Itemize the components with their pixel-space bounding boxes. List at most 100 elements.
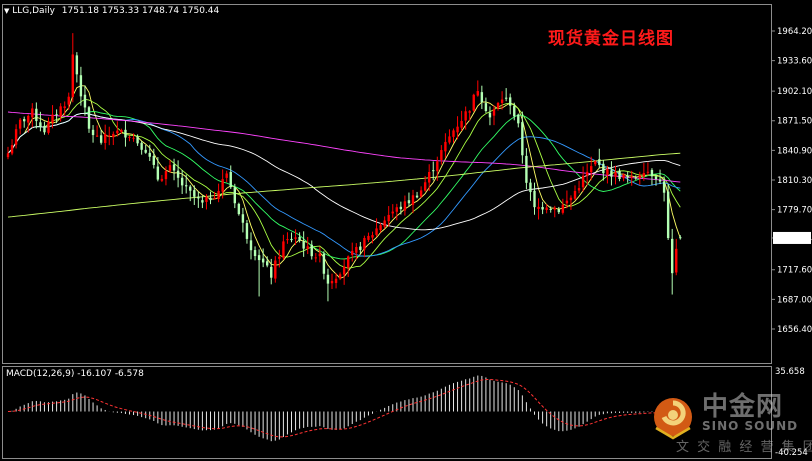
candle xyxy=(164,166,168,186)
candle-body xyxy=(27,115,30,123)
candle-body xyxy=(359,246,362,250)
candle xyxy=(306,236,309,255)
main-pane xyxy=(2,4,772,364)
candle-body xyxy=(658,179,662,182)
candle xyxy=(618,168,621,182)
candle xyxy=(152,148,155,169)
candle xyxy=(379,222,382,233)
candle-body xyxy=(124,129,127,138)
candle xyxy=(225,170,228,183)
ma-20-line xyxy=(7,111,681,260)
candle-body xyxy=(43,125,46,133)
candle-body xyxy=(201,200,204,203)
candle xyxy=(602,160,605,181)
candle xyxy=(351,242,354,262)
price-tick-label: 1717.60 xyxy=(777,266,812,276)
candle-body xyxy=(87,107,91,129)
candle xyxy=(185,174,188,194)
candle xyxy=(553,205,556,218)
candle-body xyxy=(286,239,289,241)
candle-body xyxy=(545,207,548,211)
macd-label: MACD(12,26,9) -16.107 -6.578 xyxy=(6,369,144,379)
candle xyxy=(387,206,390,227)
candle-body xyxy=(261,258,265,263)
candle-body xyxy=(403,201,407,211)
macd-tick-label: 35.658 xyxy=(775,367,805,377)
current-price-label: 1750.44 xyxy=(777,234,812,244)
candle-body xyxy=(496,103,500,109)
candle xyxy=(294,229,297,245)
candle xyxy=(452,128,455,143)
candle xyxy=(541,201,544,215)
candle-body xyxy=(517,114,520,124)
candle xyxy=(144,144,147,154)
candle-body xyxy=(492,109,496,116)
candle-body xyxy=(351,250,354,256)
candle xyxy=(245,219,249,244)
candle xyxy=(500,91,504,110)
candle-body xyxy=(59,106,62,117)
candle xyxy=(448,129,451,145)
candle xyxy=(565,190,569,209)
ma-60-line xyxy=(7,112,681,231)
candle-body xyxy=(371,235,374,238)
candle xyxy=(492,105,496,126)
candle xyxy=(229,165,232,189)
candle-body xyxy=(298,236,301,241)
price-tick-label: 1656.40 xyxy=(777,325,812,335)
candle xyxy=(79,66,83,106)
candle-body xyxy=(395,207,398,212)
candle xyxy=(31,103,34,128)
candle xyxy=(525,148,528,190)
candle xyxy=(650,168,654,186)
macd-pane xyxy=(2,366,772,459)
candle-body xyxy=(128,136,131,138)
candle-body xyxy=(302,241,305,249)
candle xyxy=(581,166,585,192)
candle-body xyxy=(573,190,577,199)
candle-body xyxy=(132,137,135,139)
candle-body xyxy=(180,177,184,186)
candle xyxy=(59,103,62,122)
candle-body xyxy=(95,135,99,137)
candle xyxy=(606,165,609,184)
candle xyxy=(338,272,342,281)
candle-body xyxy=(565,200,569,204)
candle xyxy=(610,161,613,186)
candle-body xyxy=(31,108,34,118)
candle-body xyxy=(330,281,334,284)
candle xyxy=(282,234,285,260)
candle xyxy=(51,105,54,129)
candle-body xyxy=(270,266,273,278)
candle xyxy=(326,268,330,302)
candle xyxy=(128,135,131,142)
candle-body xyxy=(314,257,317,259)
candle-body xyxy=(411,195,415,205)
candle-body xyxy=(112,133,115,138)
ohlc-values: 1751.18 1753.33 1748.74 1750.44 xyxy=(61,6,220,16)
candle xyxy=(156,157,160,182)
candle-body xyxy=(654,176,658,180)
current-price-box xyxy=(773,231,811,244)
candle xyxy=(193,185,196,205)
candle-body xyxy=(468,111,471,113)
candle-body xyxy=(509,97,512,106)
candle xyxy=(266,256,269,268)
price-tick-label: 1871.50 xyxy=(777,117,812,127)
candle-body xyxy=(666,191,670,239)
candle xyxy=(95,125,99,137)
candle xyxy=(549,206,552,213)
candle-body xyxy=(47,121,50,133)
collapse-triangle-icon[interactable]: ▼ xyxy=(4,7,10,15)
candle xyxy=(509,93,512,115)
candle xyxy=(371,231,374,244)
candle-body xyxy=(379,225,382,231)
candle xyxy=(132,133,135,142)
candle xyxy=(626,171,629,183)
price-tick-label: 1687.00 xyxy=(777,295,812,305)
candle-body xyxy=(675,248,678,273)
candle xyxy=(415,191,419,199)
candle-body xyxy=(590,166,593,173)
candle xyxy=(432,161,435,181)
